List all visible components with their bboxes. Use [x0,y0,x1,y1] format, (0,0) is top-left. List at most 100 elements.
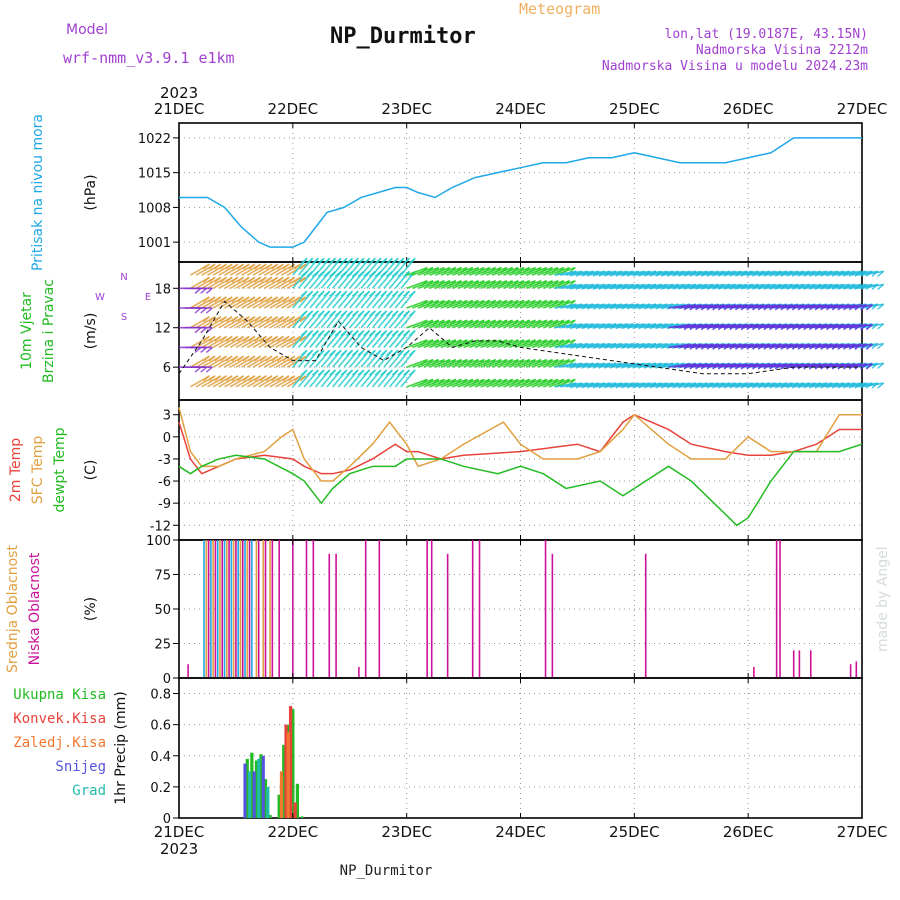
y-tick-label: 3 [163,409,171,424]
wind-barb-tip [194,327,202,334]
wind-barb [588,342,611,349]
wind-barb [736,382,759,388]
wind-barb-tip [242,276,250,283]
wind-barb [446,299,468,309]
wind-barb-tip [205,346,213,353]
wind-barb [474,358,496,368]
compass-label: N [120,272,127,283]
wind-barb-tip [202,375,210,382]
wind-barb [856,270,879,276]
wind-barb-tip [231,335,239,342]
wind-barb [611,303,634,309]
wind-barb [702,283,725,290]
wind-barb [696,283,719,290]
wind-barb [588,323,611,329]
y-tick-label: 25 [154,638,171,653]
wind-barb [497,319,519,329]
wind-barb [827,270,850,276]
wind-barb [582,362,605,368]
wind-barb-tip [328,369,336,376]
wind-barb [463,319,485,329]
wind-barb-tip [402,330,410,337]
wind-barb [799,283,822,290]
wind-barb [491,378,513,388]
wind-barb-tip [242,375,250,382]
wind-barb [776,270,799,276]
wind-barb [861,362,884,368]
wind-barb [497,358,519,368]
wind-barb [542,266,565,276]
wind-barb-tip [237,316,245,323]
wind-barb [417,280,439,290]
wind-barb-tip [220,355,227,362]
wind-barb [679,283,702,290]
wind-barb-tip [351,369,359,376]
wind-barb [457,266,479,276]
wind-barb [787,270,810,276]
wind-barb [582,342,605,349]
wind-barb-tip [214,276,222,283]
wind-barb-tip [300,369,308,376]
wind-barb [446,280,468,290]
wind-barb-tip [205,287,213,294]
wind-barb [406,358,428,368]
wind-barb-tip [306,330,314,337]
x-tick-label-bottom: 22DEC [268,823,319,841]
wind-barb-tip [323,310,331,317]
wind-barb-tip [276,276,284,283]
wind-barb-tip [288,316,296,323]
precip-bar [261,755,265,818]
side-label: 2m Temp [8,438,24,502]
wind-barb [429,266,451,276]
wind-barb [702,382,725,388]
wind-barb [656,283,679,290]
wind-barb [457,299,479,309]
wind-barb [486,358,508,368]
wind-barb-tip [300,310,308,317]
wind-barb-tip [340,290,348,297]
wind-barb-tip [208,263,216,270]
wind-barb-tip [402,270,410,277]
wind-barb [861,303,884,309]
wind-barb-tip [299,375,307,382]
wind-barb [463,378,485,388]
wind-barb [451,299,474,309]
wind-barb-tip [248,296,256,303]
wind-barb-tip [265,296,273,303]
wind-barb [639,323,662,329]
precip-bar [300,816,304,818]
wind-barb [520,378,542,388]
wind-barb [833,270,856,276]
wind-barb-tip [408,257,416,264]
wind-barb-tip [194,346,202,353]
wind-barb [469,378,491,388]
wind-barb-tip [328,290,336,297]
wind-barb [440,319,462,329]
wind-barb [412,266,434,276]
wind-barb [645,270,668,276]
wind-barb-tip [225,375,233,382]
wind-barb [560,303,583,309]
wind-barb [423,266,445,276]
wind-barb-tip [311,290,319,297]
wind-barb [708,270,731,276]
wind-barb-tip [311,349,319,356]
wind-barb [469,266,491,276]
wind-barb [560,362,583,368]
wind-barb-tip [259,355,267,362]
wind-barb [554,283,577,290]
wind-barb [554,323,577,329]
y-tick-label: -3 [158,453,171,468]
wind-barb-tip [334,257,342,264]
wind-barb [412,319,434,329]
wind-barb-tip [271,375,279,382]
wind-barb-tip [385,310,393,317]
wind-barb-tip [288,335,296,342]
wind-barb [531,299,553,309]
wind-barb-tip [231,296,239,303]
wind-barb-tip [231,316,239,323]
wind-barb-tip [368,330,376,337]
wind-barb [639,342,662,349]
wind-barb-tip [380,310,388,317]
wind-barb [759,283,782,290]
